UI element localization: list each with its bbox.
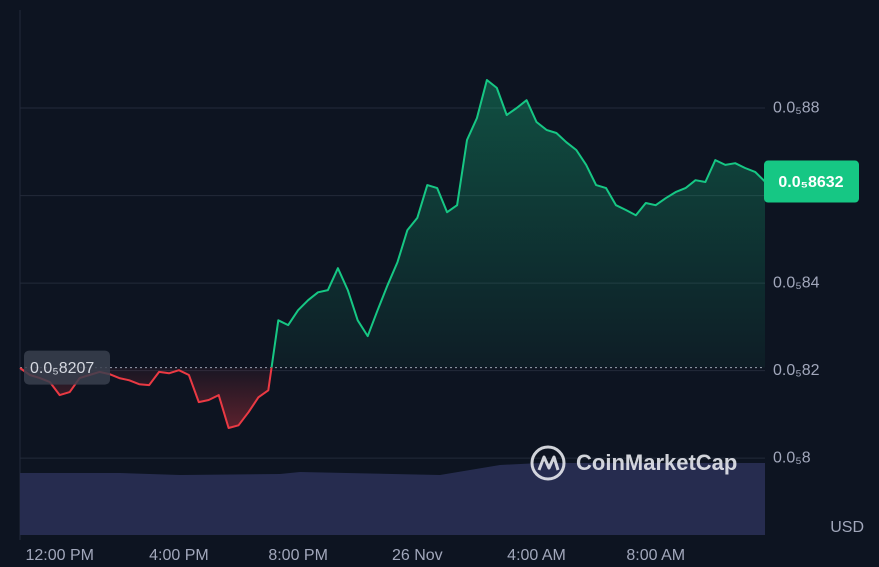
- logo-mark: [537, 455, 560, 471]
- x-tick-label: 8:00 PM: [268, 547, 328, 564]
- watermark: CoinMarketCap: [530, 445, 737, 481]
- currency-label: USD: [830, 519, 864, 536]
- price-area: [20, 80, 765, 428]
- last-price-box: [764, 160, 859, 203]
- y-tick-label: 0.0₅82: [773, 362, 820, 379]
- baseline-label-box: [24, 350, 110, 385]
- y-tick-label: 0.0₅84: [773, 274, 820, 291]
- x-tick-label: 4:00 AM: [507, 547, 566, 564]
- baseline-label: 0.0₅8207: [30, 360, 94, 377]
- x-tick-label: 8:00 AM: [626, 547, 685, 564]
- x-tick-label: 4:00 PM: [149, 547, 209, 564]
- x-tick-label: 26 Nov: [392, 547, 443, 564]
- y-tick-label: 0.0₅8: [773, 449, 811, 466]
- y-tick-label: 0.0₅88: [773, 99, 820, 116]
- logo: [530, 445, 566, 481]
- x-tick-label: 12:00 PM: [25, 547, 93, 564]
- price-line: [19, 79, 766, 429]
- watermark-text: CoinMarketCap: [576, 450, 737, 475]
- last-price-label: 0.0₅8632: [778, 174, 843, 191]
- plot: 0.0₅8207 0.0₅8632: [19, 79, 859, 429]
- volume-area: [20, 463, 765, 535]
